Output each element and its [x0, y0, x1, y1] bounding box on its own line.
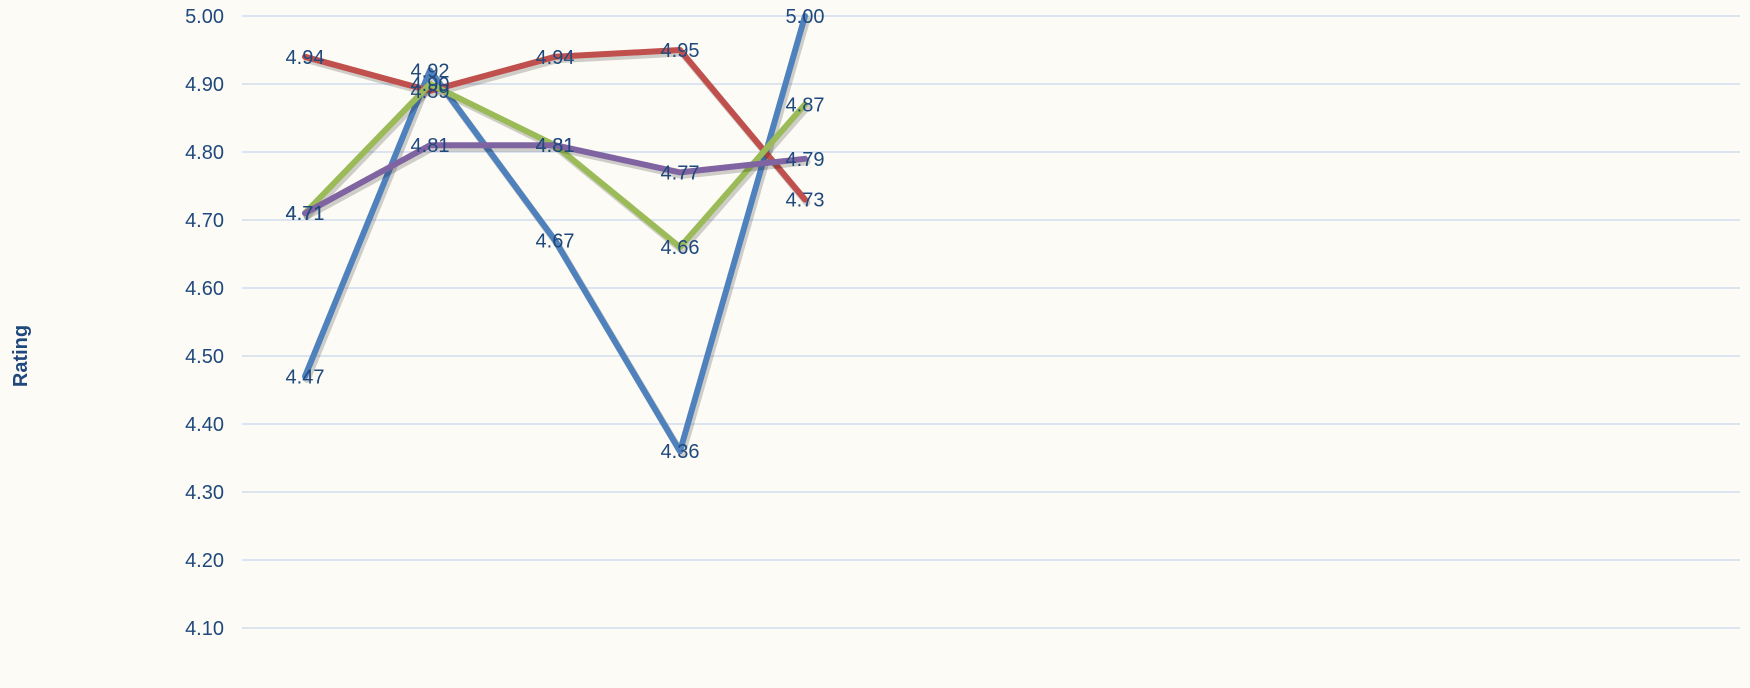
y-tick-label: 4.10	[185, 618, 224, 640]
y-tick-label: 4.20	[185, 550, 224, 572]
series-line-4	[302, 142, 808, 217]
series-lines	[302, 13, 811, 458]
data-label: 4.66	[661, 237, 700, 259]
data-label: 4.94	[286, 47, 325, 69]
data-label: 4.71	[286, 203, 325, 225]
y-tick-label: 4.80	[185, 142, 224, 164]
series-line-1	[302, 13, 808, 455]
data-label: 4.47	[286, 366, 325, 388]
data-labels: 4.47 4.92 4.67 4.36 5.00 4.94 4.89 4.94 4.95 4.73…	[286, 6, 825, 463]
data-label: 4.36	[661, 441, 700, 463]
data-label: 4.67	[536, 230, 575, 252]
data-label: 4.73	[786, 190, 825, 212]
data-label: 4.94	[536, 47, 575, 69]
data-label: 4.81	[536, 135, 575, 157]
y-axis-ticks: 4.10 4.20 4.30 4.40 4.50 4.60 4.70 4.80 4.90 5.00	[185, 6, 224, 640]
y-tick-label: 4.70	[185, 210, 224, 232]
data-label: 4.95	[661, 40, 700, 62]
series-line-2	[302, 47, 808, 203]
data-label: 4.90	[411, 74, 450, 96]
data-label: 4.81	[411, 135, 450, 157]
data-label: 4.87	[786, 94, 825, 116]
y-axis-label: Rating	[10, 325, 32, 387]
data-label: 4.92	[411, 60, 450, 82]
data-label: 4.79	[786, 149, 825, 171]
y-tick-label: 4.50	[185, 346, 224, 368]
data-label: 4.89	[411, 81, 450, 103]
data-label: 4.77	[661, 162, 700, 184]
y-tick-label: 5.00	[185, 6, 224, 28]
y-tick-label: 4.90	[185, 74, 224, 96]
y-tick-label: 4.60	[185, 278, 224, 300]
y-tick-label: 4.40	[185, 414, 224, 436]
data-label: 5.00	[786, 6, 825, 28]
y-tick-label: 4.30	[185, 482, 224, 504]
gridlines	[242, 15, 1740, 629]
data-label: 4.81	[536, 135, 575, 157]
data-label: 4.71	[286, 203, 325, 225]
